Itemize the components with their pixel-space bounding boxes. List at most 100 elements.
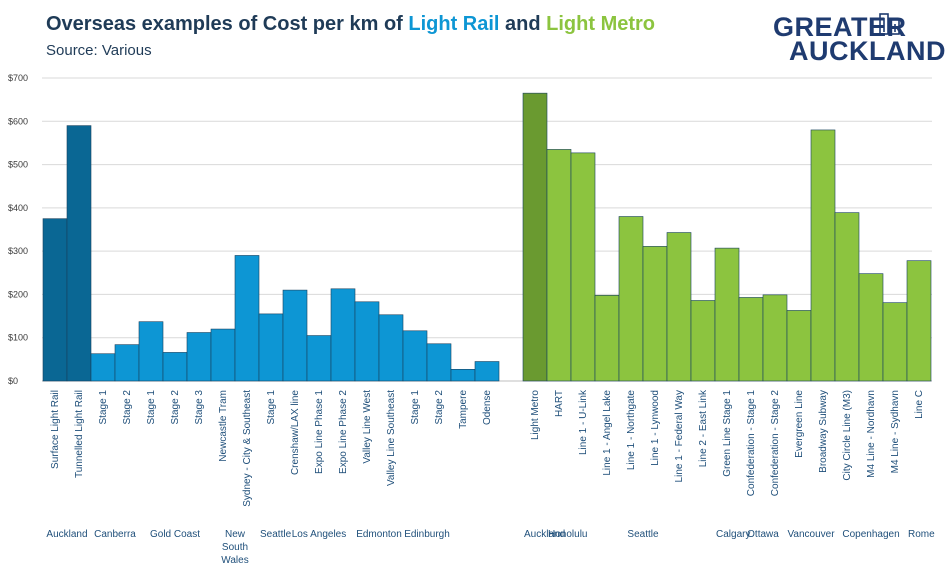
bar-light-rail [450,369,476,382]
category-label: Broadway Subway [818,390,829,473]
bar-light-metro [738,297,764,382]
bar-light-rail [426,343,452,382]
group-label: Canberra [94,529,136,540]
category-label: Green Line Stage 1 [722,390,733,477]
group-label: Rome [908,529,935,540]
logo-line-1: GREATER [773,12,907,42]
title-light-rail: Light Rail [408,13,499,35]
category-label: Valley Line Southeast [386,390,397,486]
bar-light-metro [690,300,716,382]
y-tick-label: $200 [8,289,28,299]
category-label: Tampere [458,390,469,429]
category-label: Stage 1 [146,390,157,425]
bar-light-rail [186,332,212,382]
category-label: Line 1 - Angel Lake [602,390,613,476]
category-label: M4 Line - Nordhavn [866,390,877,478]
bar-light-metro [594,294,620,382]
category-label: Line 2 - East Link [698,389,709,467]
bar-light-metro [858,273,884,382]
bar-light-metro [906,260,932,382]
bar-light-metro [882,302,908,382]
group-label: Vancouver [787,529,835,540]
city-skyline-icon [879,13,900,35]
group-labels: Auckland Canberra Gold Coast New South Wales S… [46,529,935,566]
y-tick-label: $100 [8,333,28,343]
category-label: Stage 1 [98,390,109,425]
category-label: Sydney - City & Southeast [242,390,253,507]
group-label: Seattle [260,529,292,540]
bar-light-rail [234,255,260,382]
bar-light-rail [66,125,92,382]
bars [42,92,932,382]
y-tick-label: $0 [8,376,18,386]
category-label: Line 1 - Northgate [626,390,637,470]
bar-light-rail [90,353,116,382]
logo-line-2: AUCKLAND [789,36,945,66]
y-tick-label: $300 [8,246,28,256]
group-label: South [222,542,248,553]
category-label: Confederation - Stage 1 [746,390,757,497]
bar-light-metro [570,152,596,382]
category-label: Stage 3 [194,390,205,425]
y-tick-label: $700 [8,73,28,83]
group-label: Wales [221,555,248,566]
category-label: Valley Line West [362,390,373,464]
group-label: Los Angeles [292,529,347,540]
bar-light-rail [138,321,164,382]
bar-light-metro [786,310,812,382]
chart-subtitle: Source: Various [46,42,152,59]
category-label: Expo Line Phase 2 [338,390,349,474]
category-labels: Surface Light Rail Tunnelled Light Rail St… [50,389,925,507]
group-label: Gold Coast [150,529,200,540]
bar-light-rail [306,335,332,382]
chart-title: Overseas examples of Cost per km of Ligh… [46,13,655,35]
y-axis-ticks: $0 $100 $200 $300 $400 $500 $600 $700 [8,73,28,386]
bar-light-metro [810,129,836,382]
category-label: Stage 2 [170,390,181,425]
group-label: Seattle [627,529,659,540]
bar-light-rail [402,330,428,382]
category-label: Confederation - Stage 2 [770,390,781,497]
bar-light-metro [642,246,668,382]
bar-light-rail [114,344,140,382]
bar-light-metro [714,247,740,382]
group-label: Calgary [716,529,750,540]
group-label: Honolulu [548,529,587,540]
bar-light-rail [330,288,356,382]
category-label: Stage 1 [266,390,277,425]
category-label: Crenshaw/LAX line [290,390,301,475]
group-label: Edinburgh [404,529,450,540]
bar-light-rail [474,361,500,382]
category-label: M4 Line - Sydhavn [890,390,901,473]
category-label: Stage 2 [434,390,445,425]
group-label: Copenhagen [842,529,899,540]
bar-light-metro [834,212,860,382]
bar-light-rail [378,314,404,382]
y-tick-label: $600 [8,116,28,126]
bar-light-rail [210,328,236,382]
y-tick-label: $400 [8,203,28,213]
category-label: Newcastle Tram [218,390,229,462]
bar-light-metro [522,92,548,382]
group-label: New [225,529,246,540]
category-label: Line 1 - Federal Way [674,390,685,482]
category-label: Line 1 - Lynwood [650,390,661,466]
category-label: Tunnelled Light Rail [74,390,85,478]
category-label: Line 1 - U-Link [578,389,589,455]
title-and: and [499,13,546,35]
bar-light-metro [618,216,644,382]
bar-light-metro [762,294,788,382]
bar-light-rail [282,289,308,382]
category-label: Surface Light Rail [50,390,61,469]
category-label: HART [554,390,565,417]
category-label: Stage 2 [122,390,133,425]
bar-light-rail [354,301,380,382]
bar-light-rail [162,352,188,382]
group-label: Ottawa [747,529,779,540]
category-label: City Circle Line (M3) [842,390,853,481]
bar-light-metro [666,232,692,382]
bar-light-rail [42,218,68,382]
category-label: Light Metro [530,390,541,440]
category-label: Evergreen Line [794,390,805,458]
